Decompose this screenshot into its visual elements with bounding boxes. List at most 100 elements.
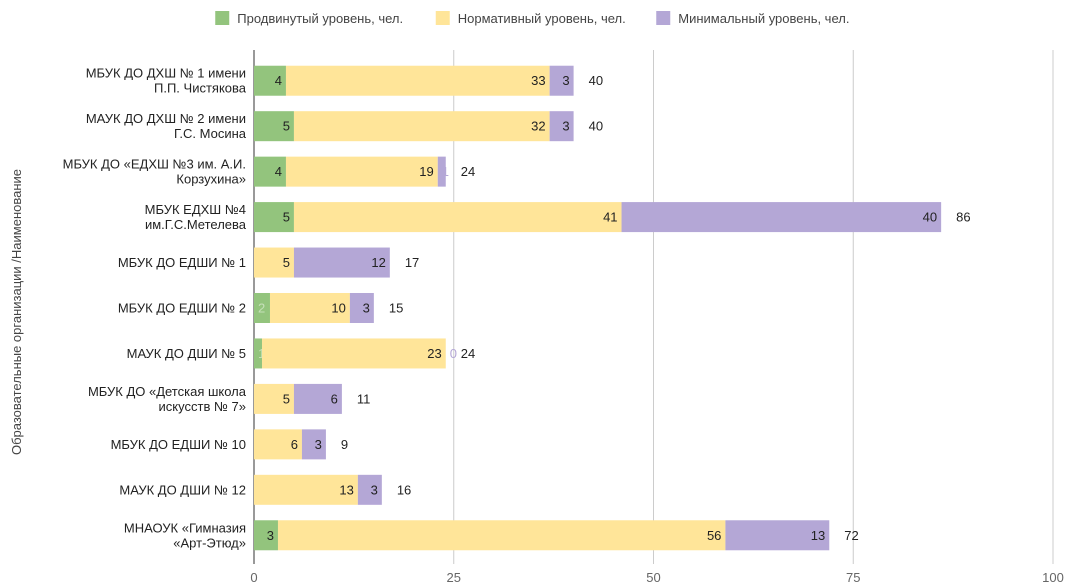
bar-value-label: 3 — [267, 528, 274, 543]
x-tick-label: 25 — [447, 570, 461, 584]
bar-segment — [254, 111, 294, 142]
bar-row: 1 23 0 24 — [254, 338, 475, 369]
bar-total-label: 40 — [589, 73, 603, 88]
bar-value-label: 40 — [923, 210, 937, 225]
bar-segment — [254, 383, 294, 414]
bar-segment — [349, 293, 374, 323]
bar-value-label: 3 — [363, 301, 370, 316]
bar-total-label: 40 — [589, 119, 603, 134]
category-label: МБУК ДО ЕДШИ № 2 — [118, 301, 246, 316]
x-tick-label: 0 — [250, 570, 257, 584]
bar-value-label: 2 — [258, 301, 265, 316]
category-label-line: МБУК ДО ДХШ № 1 имени — [86, 66, 246, 81]
bar-segment — [437, 156, 446, 187]
category-label: МАУК ДО ДШИ № 5 — [127, 346, 246, 361]
bar-row: 0639 — [254, 429, 348, 460]
bar-value-label: 6 — [331, 391, 338, 406]
category-labels: МБУК ДО ДХШ № 1 имени П.П. Чистякова МАУК … — [63, 66, 247, 551]
category-label: МБУК ДО ДХШ № 1 имени П.П. Чистякова — [86, 66, 247, 96]
bar-value-label: 23 — [427, 346, 441, 361]
bar-segment — [254, 520, 278, 551]
category-label: МБУК ДО ЕДШИ № 1 — [118, 255, 246, 270]
bar-value-label: 41 — [603, 210, 617, 225]
bar-value-label: 6 — [291, 437, 298, 452]
category-label-line: МБУК ДО ЕДШИ № 1 — [118, 255, 246, 270]
bar-value-label: 5 — [283, 391, 290, 406]
legend-swatch — [435, 11, 450, 25]
bar-value-label: 32 — [531, 119, 545, 134]
bar-segment — [261, 338, 446, 369]
legend-swatch — [656, 11, 671, 25]
category-label-line: П.П. Чистякова — [154, 81, 247, 96]
bar-segment — [254, 156, 286, 187]
bar-segment — [254, 293, 270, 323]
category-label: МБУК ДО «ЕДХШ №3 им. А.И. Корзухина» — [63, 157, 246, 187]
bar-total-label: 15 — [389, 301, 403, 316]
bar-value-label: 5 — [283, 210, 290, 225]
bar-segment — [549, 111, 574, 142]
bar-total-label: 72 — [844, 528, 858, 543]
bar-value-label: 1 — [258, 346, 265, 361]
bar-value-label: 3 — [371, 482, 378, 497]
x-tick-label: 50 — [646, 570, 660, 584]
legend-label: Минимальный уровень, чел. — [678, 11, 849, 26]
bar-value-label: 13 — [339, 482, 353, 497]
category-label-line: МБУК ДО ЕДШИ № 10 — [111, 437, 246, 452]
bar-total-label: 11 — [357, 391, 371, 406]
bar-total-label: 24 — [461, 346, 475, 361]
category-label: МБУК ЕДХШ №4 им.Г.С.Метелева — [145, 202, 247, 232]
bar-value-label: 56 — [707, 528, 721, 543]
bar-value-label: 1 — [442, 164, 449, 179]
bar-segment — [254, 429, 302, 460]
bar-value-label: 3 — [562, 119, 569, 134]
category-label: МАУК ДО ДШИ № 12 — [119, 482, 246, 497]
category-label-line: МАУК ДО ДХШ № 2 имени — [86, 111, 246, 126]
bar-row: 051217 — [254, 247, 419, 278]
bar-segment — [357, 474, 382, 505]
bar-value-label: 0 — [450, 346, 457, 361]
category-label-line: искусств № 7» — [159, 399, 246, 414]
category-label-line: «Арт-Этюд» — [173, 535, 246, 550]
category-label-line: МНАОУК «Гимназия — [124, 520, 246, 535]
bar-segment — [293, 111, 550, 142]
category-label-line: МБУК ЕДХШ №4 — [145, 202, 246, 217]
bar-segment — [254, 247, 294, 278]
bar-row: 2 10 3 15 — [254, 293, 403, 323]
bar-value-label: 33 — [531, 73, 545, 88]
category-label-line: МАУК ДО ДШИ № 5 — [127, 346, 246, 361]
bar-value-label: 4 — [275, 164, 282, 179]
bars: 4333405323404191245414086051217210315123… — [254, 65, 971, 551]
bar-value-label: 12 — [371, 255, 385, 270]
bar-row: 3 56 13 72 — [254, 520, 859, 551]
bar-total-label: 86 — [956, 210, 970, 225]
category-label-line: МБУК ДО «Детская школа — [88, 384, 247, 399]
category-label-line: МАУК ДО ДШИ № 12 — [119, 482, 246, 497]
bar-total-label: 17 — [405, 255, 419, 270]
category-label: МБУК ДО «Детская школа искусств № 7» — [88, 384, 247, 414]
bar-value-label: 13 — [811, 528, 825, 543]
bar-value-label: 19 — [419, 164, 433, 179]
bar-row: 05611 — [254, 383, 371, 414]
bar-segment — [293, 383, 342, 414]
category-label: МБУК ДО ЕДШИ № 10 — [111, 437, 246, 452]
bar-total-label: 9 — [341, 437, 348, 452]
bar-row: 013316 — [254, 474, 411, 505]
x-tick-label: 75 — [846, 570, 860, 584]
bar-total-label: 24 — [461, 164, 475, 179]
bar-segment — [549, 65, 574, 96]
bar-value-label: 5 — [283, 119, 290, 134]
bar-row: 4 19 1 24 — [254, 156, 475, 187]
category-label: МАУК ДО ДХШ № 2 имени Г.С. Мосина — [86, 111, 247, 141]
bar-segment — [254, 474, 358, 505]
category-label-line: Г.С. Мосина — [174, 126, 247, 141]
legend-label: Нормативный уровень, чел. — [458, 11, 626, 26]
bar-segment — [285, 65, 550, 96]
legend-swatch — [215, 11, 230, 25]
bar-segment — [293, 202, 622, 233]
bar-value-label: 3 — [315, 437, 322, 452]
bar-value-label: 4 — [275, 73, 282, 88]
bar-value-label: 5 — [283, 255, 290, 270]
category-label-line: Корзухина» — [176, 172, 246, 187]
bar-segment — [277, 520, 726, 551]
bar-row: 4 33 3 40 — [254, 65, 603, 96]
